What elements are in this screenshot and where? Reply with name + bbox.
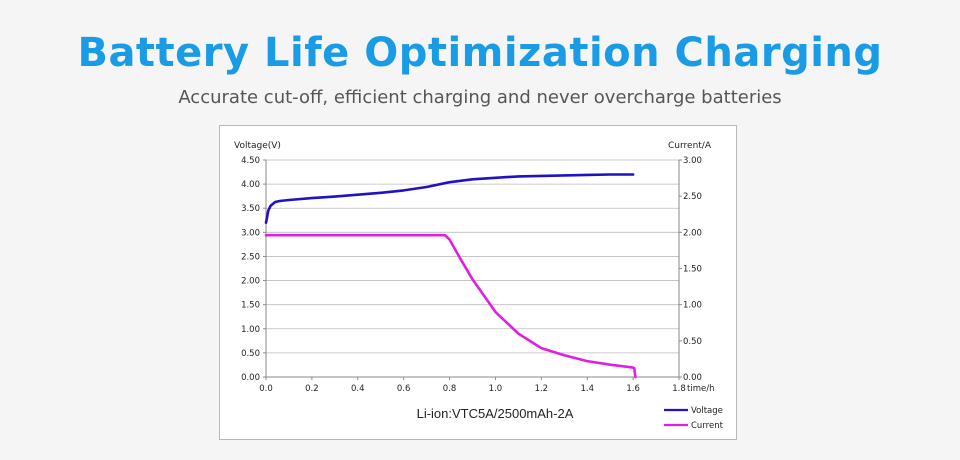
x-tick-label: 0.4	[351, 384, 365, 394]
left-tick-label: 2.50	[241, 252, 260, 262]
page-subtitle: Accurate cut-off, efficient charging and…	[178, 87, 782, 108]
series-line-voltage	[264, 173, 635, 224]
left-tick-label: 4.50	[241, 156, 260, 166]
left-tick-label: 1.50	[241, 301, 260, 311]
x-tick-label: 0.0	[259, 384, 273, 394]
right-tick-label: 3.00	[683, 156, 702, 166]
legend-label-current: Current	[691, 421, 724, 431]
x-tick-label: 1.4	[580, 384, 594, 394]
left-tick-label: 2.00	[241, 277, 260, 287]
x-tick-label: 1.6	[626, 384, 640, 394]
page-title: Battery Life Optimization Charging	[77, 30, 883, 76]
right-tick-label: 0.00	[683, 373, 702, 383]
x-axis-title: time/h	[687, 384, 714, 394]
chart-title: Li-ion:VTC5A/2500mAh-2A	[417, 406, 574, 421]
right-tick-label: 2.00	[683, 228, 702, 238]
x-tick-label: 0.6	[397, 384, 411, 394]
left-axis-title: Voltage(V)	[234, 141, 281, 151]
x-tick-label: 1.8	[672, 384, 686, 394]
x-tick-label: 1.0	[489, 384, 503, 394]
right-tick-label: 0.50	[683, 337, 702, 347]
right-tick-label: 2.50	[683, 192, 702, 202]
chart-panel: 0.00 0.50 1.00 1.50 2.00 2.50 3.00 3.50 4.00 4.50…	[219, 125, 737, 440]
right-tick-label: 1.00	[683, 301, 702, 311]
series-line-current	[264, 233, 637, 379]
right-tick-label: 1.50	[683, 265, 702, 275]
x-tick-label: 1.2	[535, 384, 549, 394]
legend-label-voltage: Voltage	[691, 406, 723, 416]
left-tick-label: 1.00	[241, 325, 260, 335]
right-axis-title: Current/A	[668, 141, 712, 151]
left-tick-label: 3.50	[241, 204, 260, 214]
left-tick-label: 0.50	[241, 349, 260, 359]
left-tick-label: 0.00	[241, 373, 260, 383]
charging-chart: 0.00 0.50 1.00 1.50 2.00 2.50 3.00 3.50 4.00 4.50…	[234, 141, 724, 431]
x-tick-label: 0.8	[443, 384, 457, 394]
left-tick-label: 3.00	[241, 228, 260, 238]
x-tick-label: 0.2	[305, 384, 319, 394]
left-tick-label: 4.00	[241, 180, 260, 190]
